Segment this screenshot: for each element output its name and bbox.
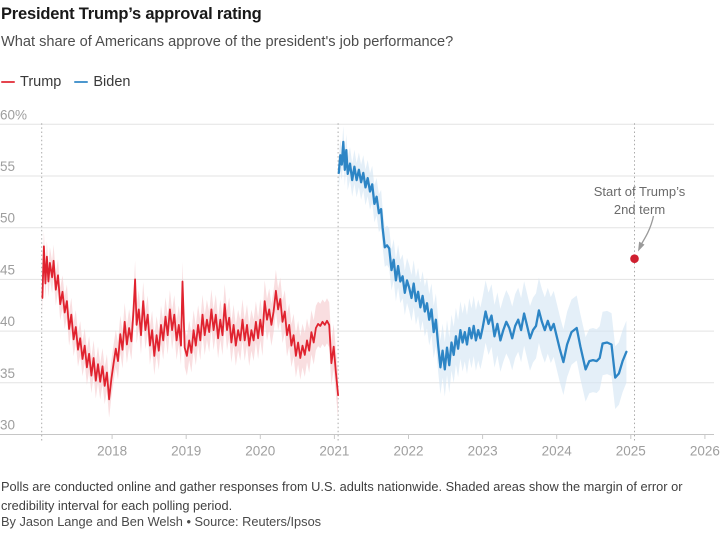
chart-subtitle: What share of Americans approve of the p… xyxy=(1,34,454,50)
y-tick-label: 40 xyxy=(0,314,15,329)
y-tick-label: 50 xyxy=(0,211,15,226)
y-tick-label: 55 xyxy=(0,159,15,174)
annotation-text: 2nd term xyxy=(614,202,665,217)
legend-label-trump: Trump xyxy=(20,74,62,90)
legend-label-biden: Biden xyxy=(93,74,131,90)
x-tick-label: 2020 xyxy=(245,444,275,459)
x-tick-label: 2023 xyxy=(468,444,498,459)
y-tick-label: 45 xyxy=(0,262,15,277)
y-tick-label: 60% xyxy=(0,107,27,122)
y-tick-label: 35 xyxy=(0,366,15,381)
trump-error-band xyxy=(42,230,339,418)
approval-chart: 60% 55 50 45 40 35 30 2018 2019 2020 2021 2022 2023 2… xyxy=(0,107,720,459)
page-title: President Trump’s approval rating xyxy=(1,5,262,23)
biden-line-swatch-icon xyxy=(74,80,89,84)
x-tick-label: 2018 xyxy=(97,444,127,459)
x-tick-label: 2022 xyxy=(393,444,423,459)
trump-2nd-term-dot xyxy=(630,254,639,264)
legend-item-trump: Trump xyxy=(1,74,61,90)
trump-approval-line xyxy=(41,245,340,401)
y-tick-label: 30 xyxy=(0,418,15,433)
annotation-arrowhead-icon xyxy=(638,241,645,252)
chart-legend: Trump Biden xyxy=(1,74,130,90)
chart-footnote: Polls are conducted online and gather re… xyxy=(1,479,683,513)
chart-byline: By Jason Lange and Ben Welsh • Source: R… xyxy=(1,514,322,529)
x-tick-label: 2019 xyxy=(171,444,201,459)
biden-error-band xyxy=(338,126,627,409)
trump-line-swatch-icon xyxy=(1,80,15,84)
annotation-text: Start of Trump’s xyxy=(594,184,686,199)
x-tick-label: 2024 xyxy=(542,444,573,459)
biden-approval-line xyxy=(337,140,628,379)
x-tick-label: 2021 xyxy=(319,444,349,459)
x-tick-label: 2026 xyxy=(690,444,720,459)
legend-item-biden: Biden xyxy=(74,74,130,90)
x-tick-label: 2025 xyxy=(616,444,646,459)
approval-chart-svg: 60% 55 50 45 40 35 30 2018 2019 2020 2021 2022 2023 2… xyxy=(0,107,720,459)
